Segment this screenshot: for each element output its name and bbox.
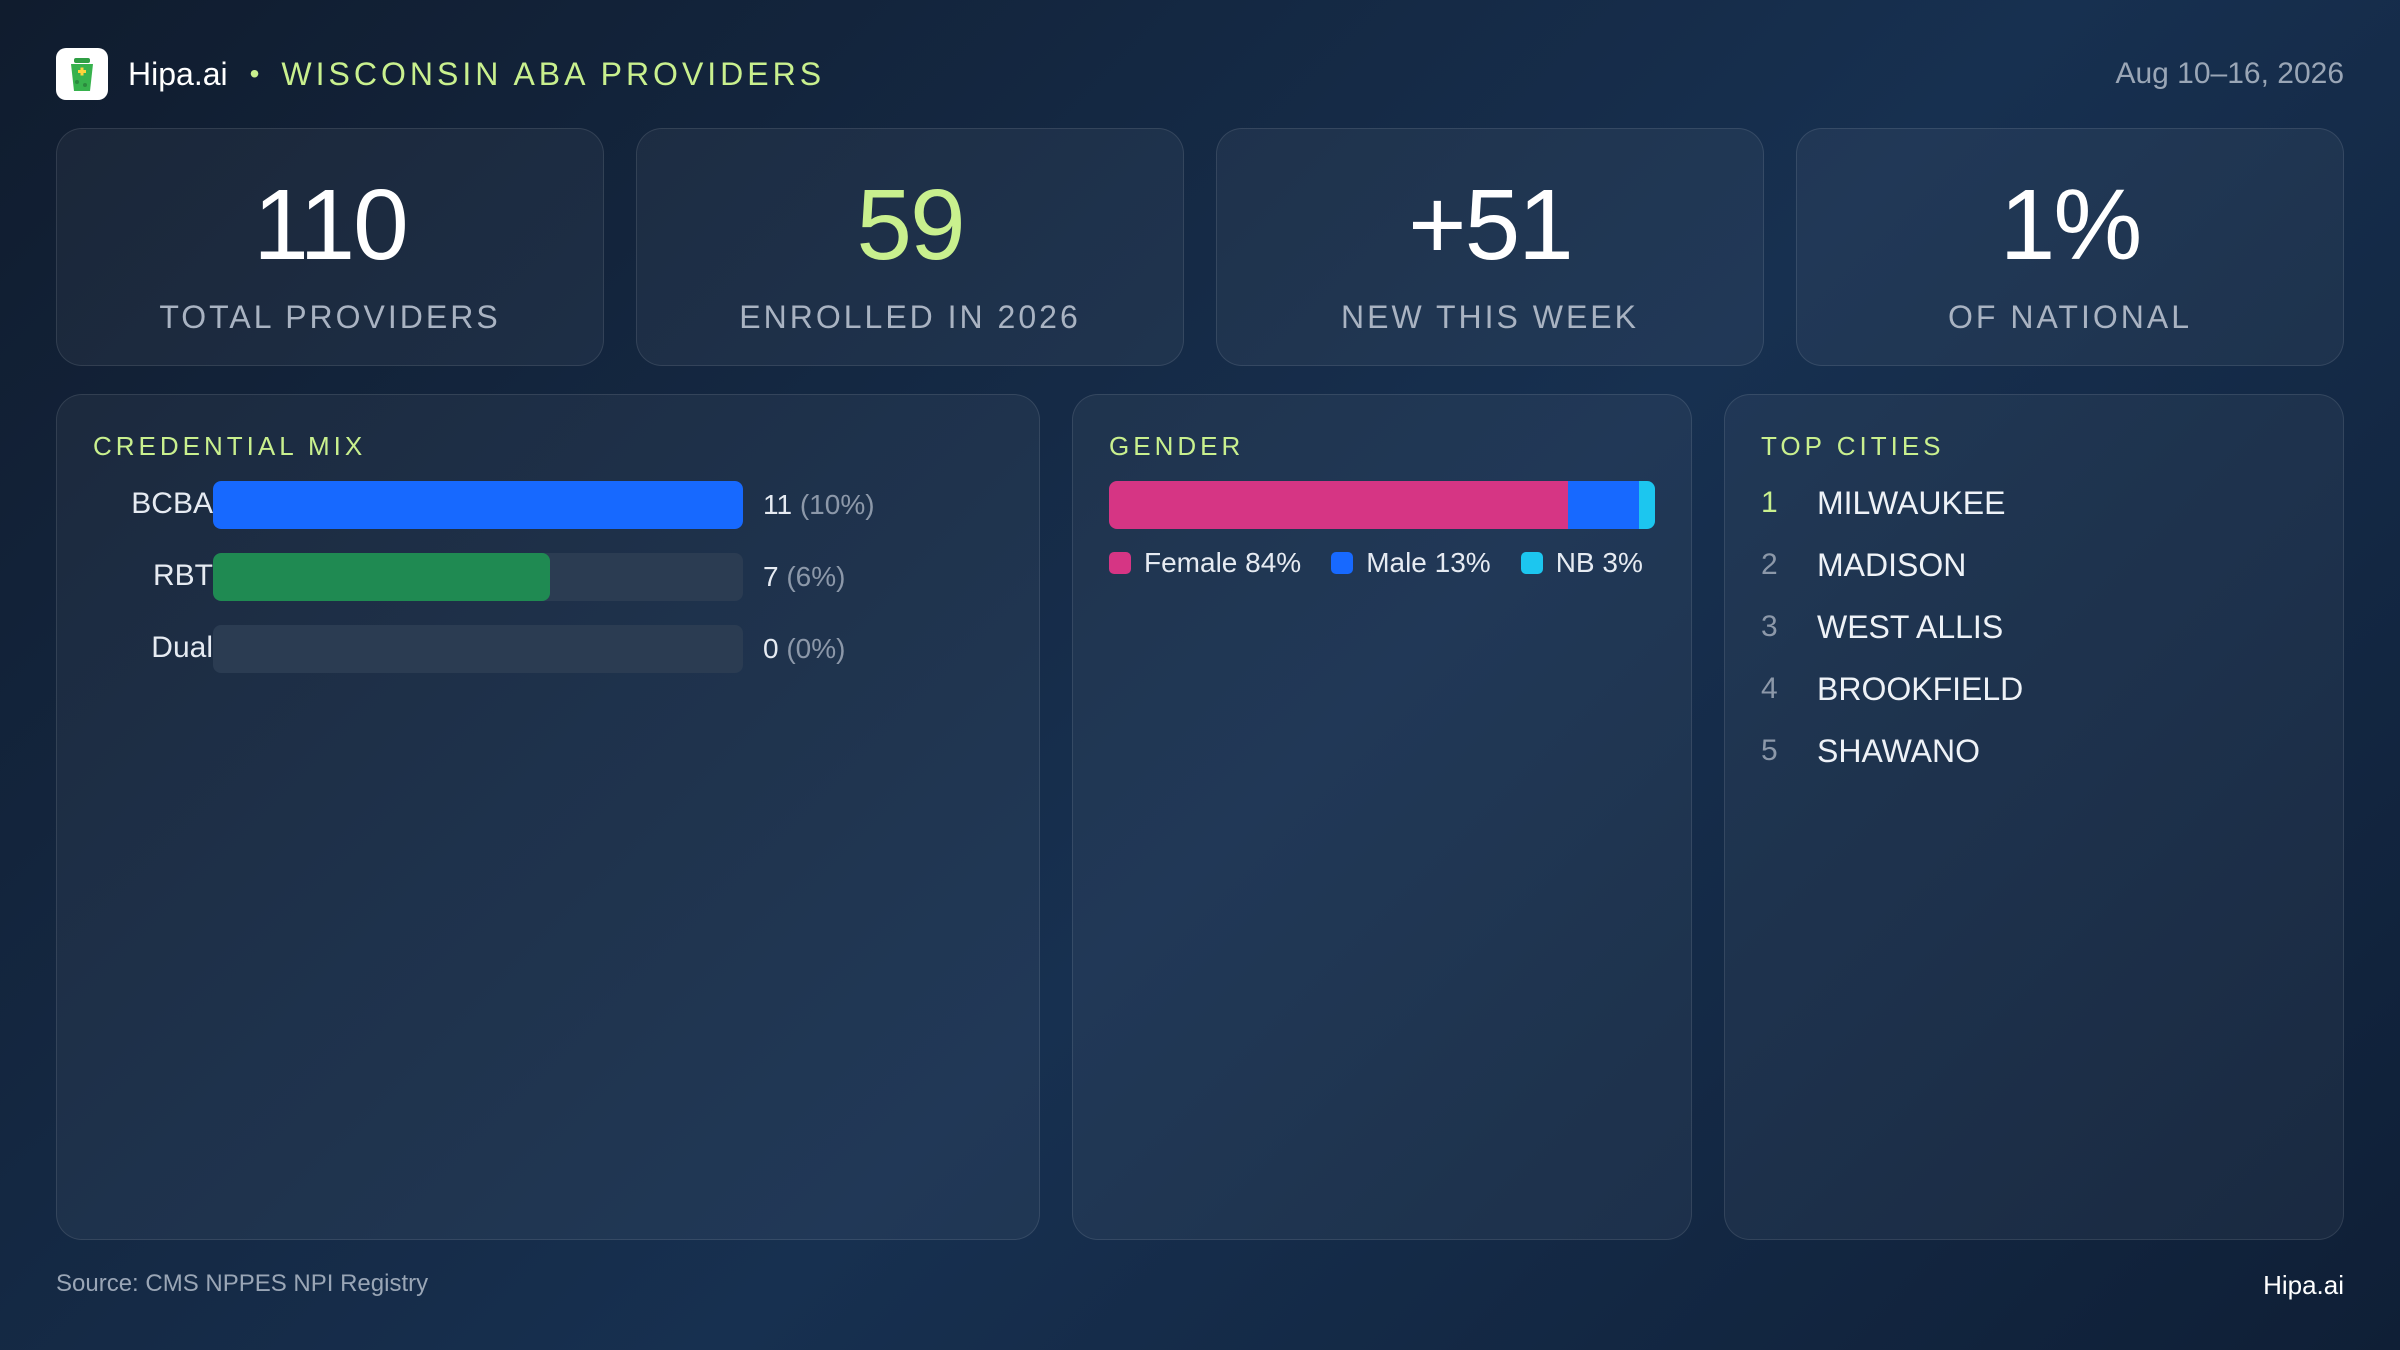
gender-segment-female [1109,481,1568,529]
credential-value: 11 (10%) [763,489,875,521]
city-list-item: 3 WEST ALLIS [1761,607,2003,647]
city-name: SHAWANO [1817,732,1980,769]
city-name: BROOKFIELD [1817,670,2024,707]
kpi-value: 110 [253,169,408,281]
credential-bar-track [213,481,743,529]
credential-bar-track [213,625,743,673]
source-note: Source: CMS NPPES NPI Registry [56,1270,429,1297]
legend-label: Male 13% [1366,547,1491,578]
city-list-item: 2 MADISON [1761,545,1966,585]
credential-percent: (10%) [799,489,875,520]
legend-label: NB 3% [1555,547,1643,578]
credential-row: RBT 7 (6%) [57,553,1039,601]
gender-segment-male [1567,481,1639,529]
kpi-card-of-national: 1% OF NATIONAL [1796,128,2344,366]
credential-value: 0 (0%) [763,633,845,665]
city-list-item: 5 SHAWANO [1761,731,1980,771]
gender-panel: GENDER Female 84% Male 13% NB 3% [1072,394,1692,1240]
kpi-label: ENROLLED IN 2026 [739,299,1081,335]
kpi-card-total-providers: 110 TOTAL PROVIDERS [56,128,604,366]
panel-title: CREDENTIAL MIX [93,431,367,461]
credential-label: BCBA [131,487,213,520]
credential-percent: (0%) [786,633,846,664]
city-rank: 3 [1761,610,1778,643]
gender-stacked-bar [1109,481,1655,529]
legend-item-female: Female 84% [1109,547,1301,579]
city-list-item: 1 MILWAUKEE [1761,483,2005,523]
legend-swatch [1331,552,1354,574]
city-rank: 4 [1761,672,1778,705]
city-rank: 5 [1761,734,1778,767]
legend-label: Female 84% [1144,547,1302,578]
credential-count: 7 [763,561,779,592]
legend-swatch [1520,552,1543,574]
date-range: Aug 10–16, 2026 [2115,57,2344,90]
city-name: MADISON [1817,546,1967,583]
gender-segment-nb [1638,481,1655,529]
credential-label: RBT [153,559,213,592]
credential-bar [213,481,743,529]
credential-value: 7 (6%) [763,561,845,593]
city-name: WEST ALLIS [1817,608,2004,645]
hipa-logo-icon [56,48,108,100]
panel-title: TOP CITIES [1761,431,1945,461]
brand-name: Hipa.ai [128,55,228,92]
legend-item-male: Male 13% [1331,547,1491,579]
panel-title: GENDER [1109,431,1245,461]
title-separator: • [249,58,260,89]
credential-label: Dual [151,631,213,664]
kpi-value: 1% [1999,169,2143,281]
credential-mix-panel: CREDENTIAL MIX BCBA 11 (10%) RBT 7 (6%) Dual… [56,394,1040,1240]
footer-brand: Hipa.ai [2263,1270,2344,1300]
credential-percent: (6%) [786,561,846,592]
header: Hipa.ai • WISCONSIN ABA PROVIDERS Aug 10… [56,46,2344,102]
city-rank: 1 [1761,486,1778,519]
credential-bar-track [213,553,743,601]
credential-row: BCBA 11 (10%) [57,481,1039,529]
legend-item-nb: NB 3% [1520,547,1643,579]
city-name: MILWAUKEE [1817,484,2006,521]
credential-count: 0 [763,633,779,664]
credential-row: Dual 0 (0%) [57,625,1039,673]
kpi-value: +51 [1408,169,1574,281]
city-rank: 2 [1761,548,1778,581]
kpi-label: NEW THIS WEEK [1341,299,1639,335]
gender-legend: Female 84% Male 13% NB 3% [1109,547,1673,579]
city-list-item: 4 BROOKFIELD [1761,669,2023,709]
kpi-card-new-this-week: +51 NEW THIS WEEK [1216,128,1764,366]
kpi-label: OF NATIONAL [1948,299,2192,335]
dashboard-title: WISCONSIN ABA PROVIDERS [281,55,826,92]
kpi-value: 59 [856,169,965,281]
top-cities-panel: TOP CITIES 1 MILWAUKEE 2 MADISON 3 WEST ALLIS… [1724,394,2344,1240]
credential-count: 11 [763,489,793,520]
kpi-card-enrolled: 59 ENROLLED IN 2026 [636,128,1184,366]
kpi-label: TOTAL PROVIDERS [159,299,501,335]
credential-bar [213,553,550,601]
legend-swatch [1109,552,1131,574]
